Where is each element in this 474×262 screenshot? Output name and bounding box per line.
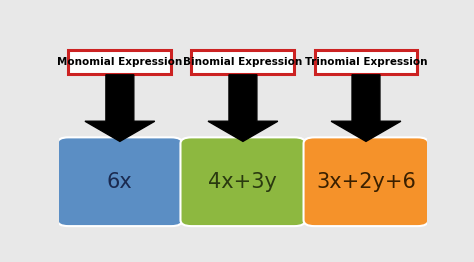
FancyBboxPatch shape <box>191 50 294 74</box>
FancyBboxPatch shape <box>57 137 182 226</box>
Text: 6x: 6x <box>107 172 133 192</box>
Text: 4x+3y: 4x+3y <box>209 172 277 192</box>
FancyBboxPatch shape <box>68 50 171 74</box>
Text: Trinomial Expression: Trinomial Expression <box>305 57 427 67</box>
FancyBboxPatch shape <box>315 50 418 74</box>
FancyBboxPatch shape <box>303 137 428 226</box>
Polygon shape <box>331 75 401 141</box>
Text: Monomial Expression: Monomial Expression <box>57 57 182 67</box>
Text: Binomial Expression: Binomial Expression <box>183 57 302 67</box>
Text: 3x+2y+6: 3x+2y+6 <box>316 172 416 192</box>
Polygon shape <box>85 75 155 141</box>
FancyBboxPatch shape <box>181 137 305 226</box>
Polygon shape <box>208 75 278 141</box>
